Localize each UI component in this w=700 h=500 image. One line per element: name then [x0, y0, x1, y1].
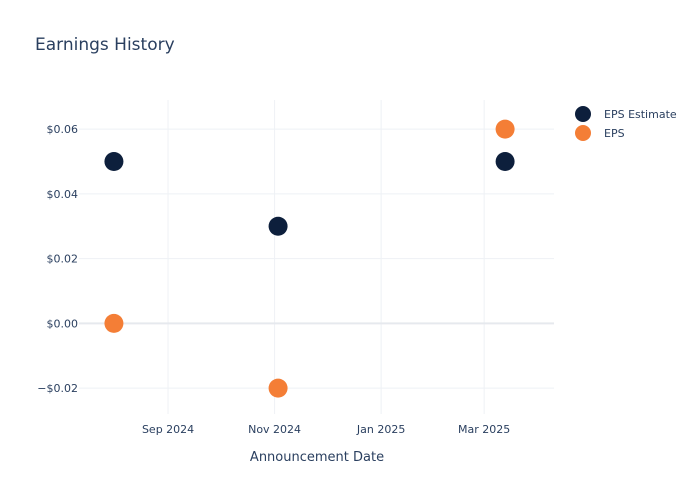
chart-title: Earnings History: [35, 35, 175, 55]
y-tick-label: $0.02: [47, 253, 79, 266]
eps-point: [104, 313, 124, 333]
eps-point: [268, 378, 288, 398]
y-tick-label: $0.06: [47, 123, 79, 136]
legend-label: EPS Estimate: [604, 108, 677, 121]
legend: EPS Estimate EPS: [575, 106, 677, 141]
y-tick-label: $0.04: [47, 188, 79, 201]
y-tick-label: $0.00: [47, 317, 79, 330]
x-tick-label: Nov 2024: [248, 423, 301, 436]
x-tick-label: Jan 2025: [356, 423, 405, 436]
legend-marker: [575, 125, 591, 141]
legend-label: EPS: [604, 127, 625, 140]
points-layer: [104, 119, 515, 398]
x-tick-label: Sep 2024: [142, 423, 194, 436]
x-tick-label: Mar 2025: [458, 423, 510, 436]
eps-estimate-point: [495, 152, 515, 172]
grid-layer: [79, 100, 554, 414]
legend-marker: [575, 106, 591, 122]
y-tick-label: −$0.02: [37, 382, 78, 395]
eps-estimate-point: [104, 152, 124, 172]
x-axis-title: Announcement Date: [250, 450, 384, 465]
eps-estimate-point: [268, 216, 288, 236]
eps-point: [495, 119, 515, 139]
tick-layer: Sep 2024 Nov 2024 Jan 2025 Mar 2025 −$0.02 $0…: [37, 123, 510, 436]
